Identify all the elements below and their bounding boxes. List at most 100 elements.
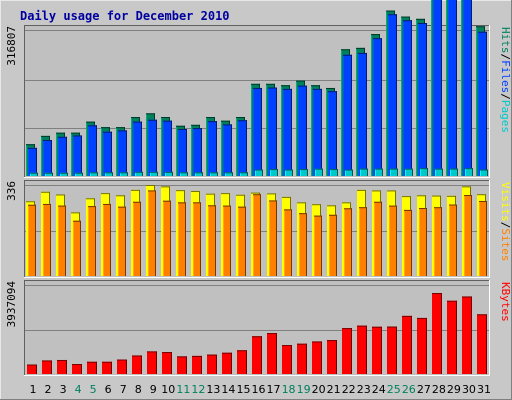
bar-pages-edge-top — [150, 171, 158, 173]
bar-files-edge-light — [73, 135, 74, 176]
bar-kbytes-edge-light — [237, 350, 238, 374]
bar-pages — [465, 168, 473, 176]
bar-sites-edge-light — [148, 190, 149, 276]
day-label: 24 — [372, 383, 386, 396]
bar-files-edge-light — [298, 85, 299, 176]
bar-kbytes-edge-dark — [486, 314, 487, 374]
bar-files-edge-light — [193, 128, 194, 176]
bar-pages-edge-dark — [142, 171, 143, 176]
bar-sites-edge-dark — [170, 200, 171, 276]
bar-hits-edge-light — [176, 125, 177, 176]
bar-files-edge-light — [283, 88, 284, 176]
bar-files — [238, 120, 247, 176]
bar-sites — [148, 190, 156, 276]
bar-pages-edge-dark — [292, 169, 293, 176]
bar-files-edge-light — [148, 119, 149, 176]
bar-pages — [285, 169, 293, 176]
bar-hits-edge-top — [356, 47, 365, 49]
bar-visits-edge-light — [56, 194, 57, 276]
bar-sites-edge-light — [389, 205, 390, 276]
bar-kbytes-edge-dark — [276, 333, 277, 374]
bar-kbytes — [42, 360, 52, 374]
bar-pages-edge-light — [315, 168, 316, 176]
bar-kbytes-edge-top — [282, 345, 292, 347]
bar-pages — [105, 172, 113, 176]
bar-kbytes-edge-light — [177, 356, 178, 374]
bar-pages-edge-light — [405, 168, 406, 176]
bar-sites-edge-top — [389, 205, 397, 207]
bar-sites-edge-light — [299, 213, 300, 276]
bar-files — [358, 52, 367, 176]
bar-files-edge-top — [178, 128, 187, 130]
legend-item-files: Files — [499, 60, 512, 93]
bar-kbytes — [192, 355, 202, 374]
bar-visits-edge-light — [251, 192, 252, 276]
bar-visits-edge-light — [101, 193, 102, 276]
bar-pages-edge-top — [390, 168, 398, 170]
bar-pages-edge-top — [435, 168, 443, 170]
bar-kbytes-edge-dark — [306, 343, 307, 374]
bar-files-edge-light — [358, 52, 359, 176]
bar-pages-edge-dark — [232, 172, 233, 176]
bar-kbytes-edge-dark — [51, 360, 52, 374]
bar-kbytes-edge-top — [27, 364, 37, 366]
bar-kbytes-edge-dark — [66, 359, 67, 374]
bar-kbytes-edge-dark — [471, 296, 472, 374]
bar-visits-edge-light — [206, 193, 207, 276]
bar-sites-edge-top — [374, 201, 382, 203]
bar-files-edge-top — [163, 120, 172, 122]
bar-hits-edge-light — [116, 127, 117, 176]
bar-hits-edge-light — [311, 85, 312, 176]
bar-visits-edge-top — [146, 185, 155, 186]
bar-kbytes-edge-dark — [441, 293, 442, 374]
bar-sites-edge-dark — [230, 205, 231, 276]
day-label: 19 — [297, 383, 311, 396]
bar-pages-edge-light — [60, 172, 61, 176]
bar-kbytes — [387, 326, 397, 374]
bar-files — [28, 147, 37, 176]
bar-files-edge-dark — [186, 128, 187, 176]
bar-files — [403, 20, 412, 176]
bar-sites-edge-dark — [125, 206, 126, 276]
bar-sites-edge-dark — [366, 207, 367, 276]
bar-sites-edge-light — [284, 209, 285, 276]
bar-pages-edge-light — [480, 169, 481, 176]
bar-hits-edge-light — [206, 117, 207, 176]
bar-sites-edge-light — [269, 200, 270, 276]
bar-files — [343, 54, 352, 176]
bar-sites — [299, 213, 307, 276]
bar-sites-edge-dark — [155, 190, 156, 276]
day-label: 10 — [161, 383, 175, 396]
bar-visits-edge-light — [432, 195, 433, 276]
bar-pages-edge-top — [480, 169, 488, 171]
bar-sites-edge-top — [133, 201, 141, 203]
bar-sites-edge-top — [284, 209, 292, 211]
bar-kbytes-edge-dark — [111, 361, 112, 374]
bar-visits-edge-light — [86, 198, 87, 276]
bar-files — [58, 136, 67, 176]
bar-files-edge-light — [418, 22, 419, 176]
bar-sites-edge-top — [344, 208, 352, 210]
bar-hits-edge-light — [371, 34, 372, 177]
day-label: 29 — [447, 383, 461, 396]
bar-files — [133, 121, 142, 176]
day-label: 5 — [90, 383, 97, 396]
bar-kbytes-edge-dark — [186, 356, 187, 374]
bar-pages — [165, 171, 173, 176]
bar-kbytes — [57, 359, 67, 374]
bar-files-edge-dark — [246, 120, 247, 176]
bar-pages-edge-top — [345, 169, 353, 171]
bar-hits-edge-top — [116, 127, 125, 129]
bar-kbytes-edge-dark — [171, 352, 172, 374]
bar-files-edge-light — [238, 120, 239, 176]
bar-sites — [43, 203, 51, 276]
bar-visits-edge-top — [236, 194, 245, 196]
bar-sites — [58, 205, 66, 276]
bar-files-edge-top — [328, 91, 337, 93]
bar-sites-edge-light — [103, 203, 104, 276]
bar-files-edge-dark — [96, 125, 97, 176]
bar-pages-edge-light — [360, 168, 361, 176]
bar-visits-edge-top — [86, 198, 95, 200]
bar-sites — [178, 202, 186, 276]
bar-sites — [449, 204, 457, 276]
